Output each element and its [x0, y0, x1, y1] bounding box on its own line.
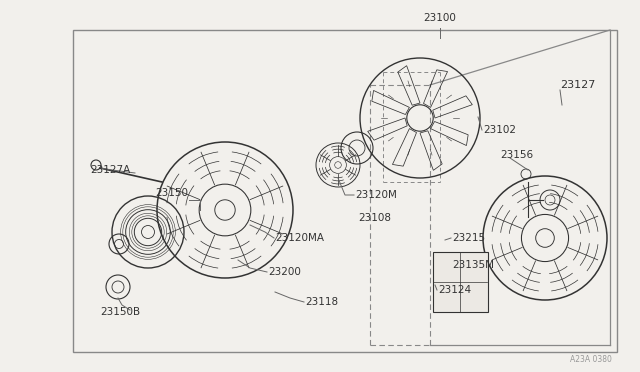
Text: 23100: 23100 — [424, 13, 456, 23]
Text: 23156: 23156 — [500, 150, 533, 160]
Text: 23215: 23215 — [452, 233, 485, 243]
Text: 23108: 23108 — [358, 213, 391, 223]
Text: 23127A: 23127A — [90, 165, 131, 175]
Text: A23A 0380: A23A 0380 — [570, 356, 612, 365]
Text: 23135M: 23135M — [452, 260, 494, 270]
Bar — [433, 252, 488, 312]
Text: 23127: 23127 — [560, 80, 595, 90]
Text: 23150: 23150 — [155, 188, 188, 198]
Text: 23102: 23102 — [483, 125, 516, 135]
Text: 23124: 23124 — [438, 285, 471, 295]
Text: 23120MA: 23120MA — [275, 233, 324, 243]
Text: 23118: 23118 — [305, 297, 338, 307]
Text: 23200: 23200 — [268, 267, 301, 277]
Text: 23120M: 23120M — [355, 190, 397, 200]
Bar — [73, 30, 617, 352]
Text: 23150B: 23150B — [100, 307, 140, 317]
